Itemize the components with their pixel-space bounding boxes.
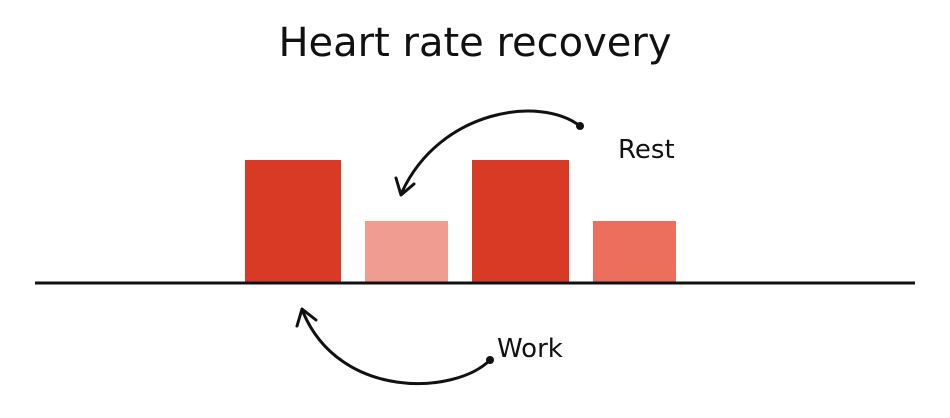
arrow-head [295, 307, 318, 328]
work-bar [472, 160, 569, 283]
work-bar [245, 160, 341, 283]
title: Heart rate recovery [278, 20, 671, 66]
work-label: Work [497, 334, 563, 364]
work-arrow [301, 310, 492, 386]
arrow-dot [486, 356, 494, 364]
arrow-dot [576, 122, 584, 130]
rest-arrow [400, 109, 582, 194]
rest-bar [365, 221, 448, 283]
arrow-head [394, 176, 416, 197]
rest-label: Rest [618, 135, 675, 165]
rest-bar [593, 221, 676, 283]
